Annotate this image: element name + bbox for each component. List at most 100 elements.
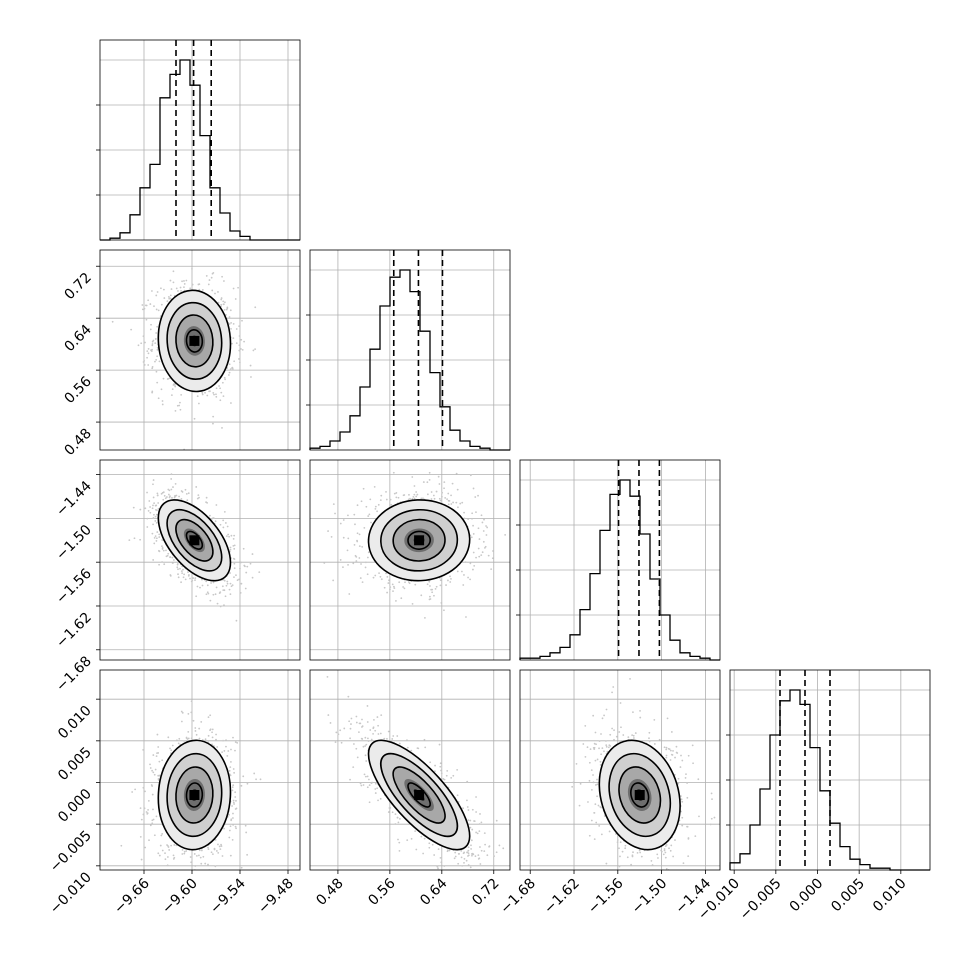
scatter-point [232, 768, 235, 770]
scatter-point [140, 818, 143, 821]
scatter-point [207, 592, 210, 595]
scatter-point [230, 321, 233, 324]
scatter-point [482, 530, 485, 532]
scatter-point [479, 813, 481, 815]
scatter-point [158, 854, 161, 857]
scatter-point [142, 786, 145, 789]
scatter-point [240, 784, 243, 787]
scatter-point [155, 513, 158, 516]
scatter-point [428, 471, 431, 474]
scatter-point [238, 358, 240, 360]
scatter-point [449, 581, 452, 583]
scatter-point [151, 344, 154, 347]
scatter-point [183, 850, 186, 853]
scatter-point [362, 784, 365, 786]
scatter-point [466, 780, 469, 783]
scatter-point [155, 537, 158, 540]
scatter-point [157, 746, 160, 748]
scatter-point [190, 711, 193, 714]
scatter-point [173, 844, 176, 846]
scatter-point [240, 582, 243, 585]
scatter-point [240, 348, 242, 350]
scatter-point [443, 865, 446, 867]
scatter-point [161, 759, 164, 762]
scatter-point [238, 325, 241, 328]
scatter-point [366, 705, 369, 707]
scatter-point [447, 579, 449, 582]
scatter-point [240, 338, 243, 341]
scatter-point [185, 850, 188, 852]
scatter-point [180, 570, 183, 573]
scatter-point [186, 499, 189, 502]
scatter-point [230, 534, 233, 537]
scatter-point [402, 494, 405, 497]
scatter-point [185, 737, 188, 740]
scatter-point [521, 488, 523, 490]
scatter-point [170, 473, 173, 476]
scatter-point [478, 538, 481, 540]
scatter-point [334, 741, 337, 744]
scatter-point [463, 857, 466, 860]
scatter-point [409, 497, 411, 500]
scatter-point [227, 750, 230, 752]
scatter-point [374, 505, 377, 508]
panel-frame [309, 459, 511, 661]
scatter-point [246, 782, 249, 785]
scatter-point [243, 564, 246, 567]
scatter-point [415, 848, 418, 851]
scatter-point [151, 343, 154, 345]
scatter-point [447, 499, 450, 502]
scatter-point [169, 279, 172, 282]
scatter-point [242, 547, 245, 550]
scatter-point [472, 524, 474, 527]
scatter-point [385, 490, 387, 493]
scatter-point [232, 801, 235, 804]
scatter-point [171, 556, 174, 559]
contour-line [166, 752, 223, 838]
scatter-point [231, 838, 234, 841]
scatter-point [467, 819, 470, 822]
scatter-point [211, 517, 214, 520]
scatter-point [220, 843, 222, 846]
scatter-point [215, 393, 217, 396]
scatter-point [352, 562, 355, 565]
scatter-point [147, 299, 150, 302]
scatter-point [183, 280, 185, 282]
scatter-point [149, 511, 152, 514]
scatter-point [221, 751, 223, 754]
scatter-point [230, 402, 232, 404]
scatter-point [411, 476, 414, 478]
scatter-point [380, 494, 383, 497]
scatter-point [151, 769, 154, 772]
scatter-point [235, 328, 238, 330]
scatter-point [177, 573, 179, 576]
scatter-point [214, 838, 217, 841]
scatter-point [362, 487, 365, 490]
scatter-point [211, 853, 214, 855]
scatter-point [161, 849, 164, 852]
scatter-point [368, 513, 371, 516]
scatter-point [154, 515, 157, 518]
scatter-point [330, 535, 333, 538]
scatter-point [142, 361, 145, 363]
scatter-point [169, 294, 172, 297]
scatter-point [209, 599, 212, 602]
histogram-step [729, 689, 930, 871]
scatter-point [446, 498, 448, 501]
scatter-point [174, 409, 177, 412]
scatter-point [154, 520, 157, 522]
scatter-point [169, 747, 171, 750]
scatter-point [156, 355, 159, 358]
scatter-point [231, 342, 233, 345]
scatter-point [365, 505, 368, 508]
scatter-point [158, 533, 161, 536]
scatter-point [355, 721, 358, 724]
scatter-point [219, 848, 222, 851]
scatter-point [224, 378, 227, 381]
scatter-point [156, 492, 159, 495]
scatter-point [167, 488, 170, 491]
scatter-point [181, 572, 184, 575]
scatter-point [151, 391, 154, 394]
scatter-point [204, 862, 207, 865]
scatter-point [222, 300, 225, 303]
